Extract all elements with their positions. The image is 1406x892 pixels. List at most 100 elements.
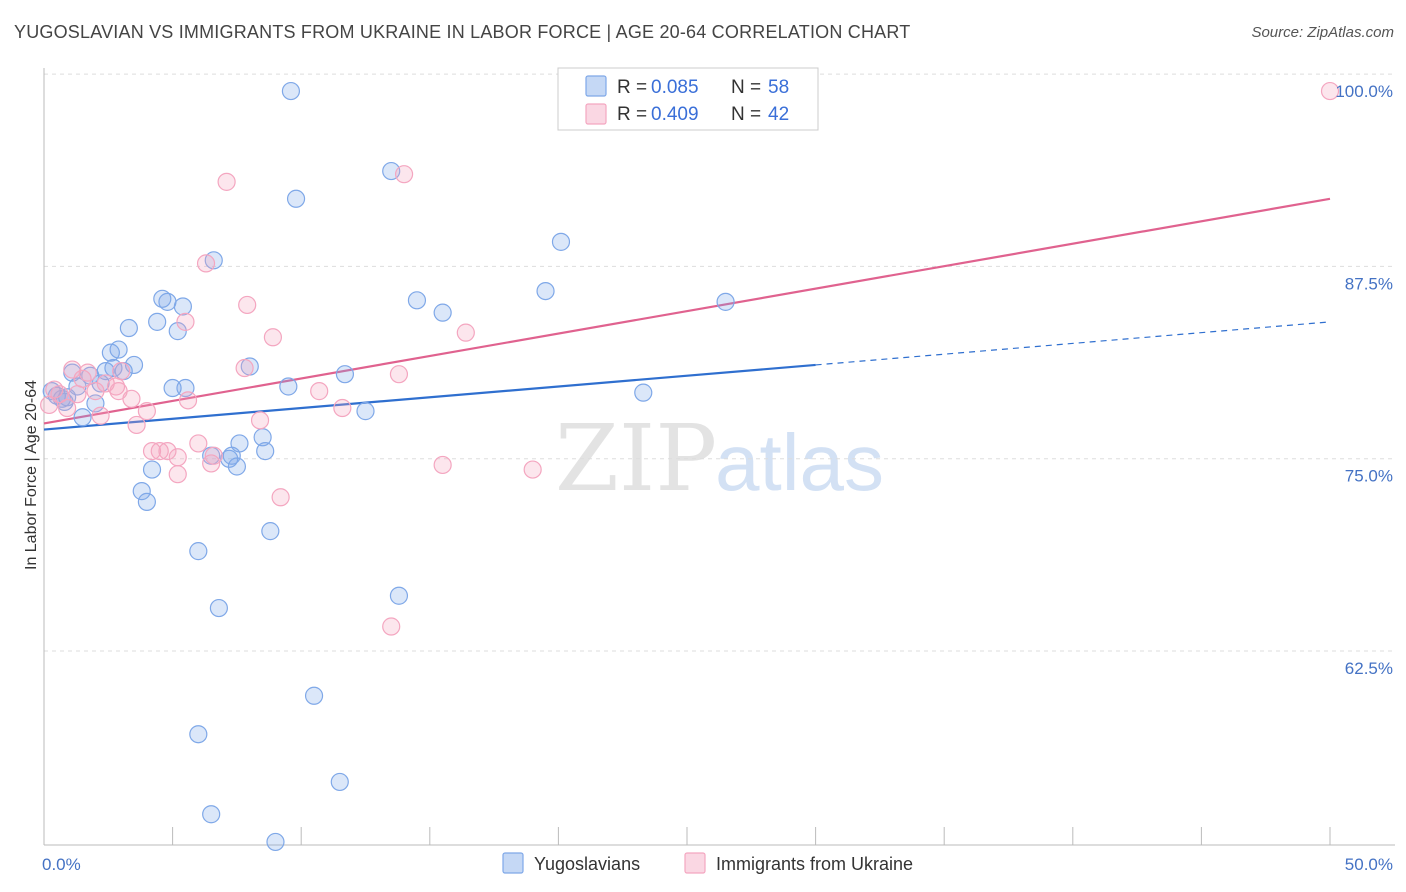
point-yugoslavians	[256, 442, 275, 461]
point-ukraine	[382, 617, 401, 636]
point-yugoslavians	[148, 312, 167, 331]
legend-n-value-0: 58	[768, 77, 789, 98]
data-points	[40, 81, 1340, 852]
point-ukraine	[91, 406, 110, 425]
y-tick-label: 87.5%	[1345, 274, 1393, 293]
point-ukraine	[310, 382, 329, 401]
legend-n-label-1: N =	[731, 104, 761, 125]
point-ukraine	[189, 434, 208, 453]
point-yugoslavians	[634, 383, 653, 402]
point-yugoslavians	[137, 492, 156, 511]
point-yugoslavians	[551, 232, 571, 251]
point-ukraine	[238, 295, 257, 315]
point-ukraine	[150, 442, 169, 461]
y-tick-label: 62.5%	[1345, 659, 1393, 678]
trend-lines	[43, 197, 1331, 431]
series-legend-swatch-yugoslavians	[502, 852, 524, 874]
watermark-atlas: atlas	[715, 418, 884, 507]
point-yugoslavians	[281, 81, 301, 101]
y-axis-label: In Labor Force | Age 20-64	[23, 380, 40, 570]
point-yugoslavians	[158, 292, 177, 311]
legend-r-label-1: R =	[617, 104, 647, 125]
point-yugoslavians	[536, 281, 555, 301]
stats-legend-box	[557, 67, 819, 131]
point-yugoslavians	[286, 189, 306, 208]
point-yugoslavians	[227, 457, 246, 476]
point-ukraine	[127, 415, 146, 435]
point-yugoslavians	[189, 542, 208, 561]
point-yugoslavians	[330, 772, 349, 792]
point-ukraine	[176, 312, 195, 331]
legend-swatch-ukraine	[585, 103, 607, 125]
stats-legend: R = 0.085 N = 58 R = 0.409 N = 42	[557, 67, 819, 131]
trend-line-yugoslavians-extension	[815, 321, 1331, 366]
legend-n-value-1: 42	[768, 104, 789, 125]
legend-r-label-0: R =	[617, 77, 647, 98]
point-ukraine	[122, 389, 141, 408]
point-yugoslavians	[433, 303, 452, 322]
y-tick-label: 75.0%	[1345, 467, 1393, 486]
series-legend: Yugoslavians Immigrants from Ukraine	[502, 852, 913, 874]
point-yugoslavians	[356, 402, 375, 421]
point-ukraine	[68, 385, 87, 404]
point-yugoslavians	[163, 378, 182, 398]
point-yugoslavians	[209, 598, 228, 618]
point-ukraine	[168, 465, 187, 484]
point-ukraine	[523, 460, 542, 479]
point-ukraine	[158, 442, 177, 461]
point-yugoslavians	[220, 449, 239, 468]
point-ukraine	[250, 411, 270, 430]
x-tick-label-right: 50.0%	[1345, 855, 1393, 874]
point-ukraine	[78, 363, 97, 382]
chart-title: YUGOSLAVIAN VS IMMIGRANTS FROM UKRAINE I…	[14, 22, 911, 42]
point-ukraine	[433, 455, 452, 475]
point-ukraine	[142, 442, 162, 461]
point-yugoslavians	[119, 318, 138, 338]
point-yugoslavians	[153, 289, 172, 308]
point-yugoslavians	[173, 297, 192, 316]
point-ukraine	[137, 402, 156, 421]
point-ukraine	[63, 360, 82, 379]
point-ukraine	[263, 328, 283, 347]
point-ukraine	[394, 165, 414, 184]
legend-swatch-yugoslavians	[585, 75, 607, 97]
point-ukraine	[50, 385, 69, 404]
tick-labels: 100.0% 87.5% 75.0% 62.5% 0.0% 50.0%	[42, 82, 1393, 874]
point-yugoslavians	[132, 482, 151, 501]
point-yugoslavians	[189, 725, 208, 744]
point-yugoslavians	[716, 292, 735, 311]
point-yugoslavians	[261, 522, 280, 541]
point-yugoslavians	[73, 408, 92, 427]
point-ukraine	[168, 448, 187, 467]
point-yugoslavians	[266, 832, 285, 852]
point-ukraine	[58, 398, 77, 418]
point-ukraine	[235, 358, 254, 378]
point-yugoslavians	[168, 322, 187, 341]
point-ukraine	[1320, 81, 1340, 101]
point-yugoslavians	[142, 460, 162, 479]
point-yugoslavians	[202, 805, 221, 824]
series-legend-label-ukraine: Immigrants from Ukraine	[716, 854, 913, 874]
point-ukraine	[196, 254, 216, 273]
point-yugoslavians	[279, 377, 298, 396]
x-tick-label-left: 0.0%	[42, 855, 81, 874]
legend-r-value-0: 0.085	[651, 77, 699, 98]
point-ukraine	[204, 446, 223, 465]
point-ukraine	[86, 382, 105, 401]
point-yugoslavians	[304, 686, 324, 705]
point-ukraine	[271, 488, 290, 507]
legend-n-label-0: N =	[731, 77, 761, 98]
point-yugoslavians	[389, 586, 409, 605]
point-ukraine	[112, 362, 131, 381]
point-yugoslavians	[407, 291, 427, 310]
trend-line-ukraine	[43, 197, 1331, 425]
point-ukraine	[178, 391, 198, 410]
point-yugoslavians	[335, 365, 355, 384]
series-legend-swatch-ukraine	[684, 852, 706, 874]
point-ukraine	[456, 323, 475, 342]
point-yugoslavians	[230, 434, 249, 453]
series-legend-label-yugoslavians: Yugoslavians	[534, 854, 640, 874]
point-ukraine	[333, 398, 352, 418]
point-yugoslavians	[109, 340, 128, 359]
